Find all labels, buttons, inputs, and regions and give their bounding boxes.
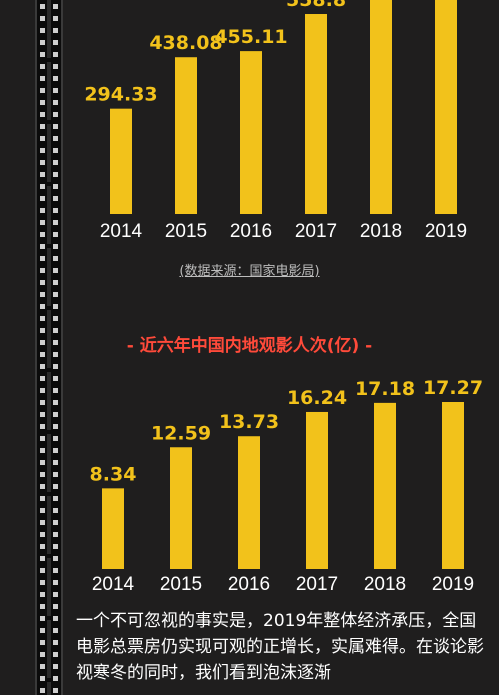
value-label-2017: 16.24 bbox=[287, 387, 347, 409]
bar-2016 bbox=[240, 51, 262, 214]
x-tick-2017: 2017 bbox=[296, 574, 338, 595]
bar-2015 bbox=[170, 447, 192, 569]
x-tick-2014: 2014 bbox=[100, 221, 143, 242]
value-label-2018: 17.18 bbox=[355, 378, 415, 400]
bar-2017 bbox=[306, 411, 328, 569]
x-tick-2017: 2017 bbox=[295, 221, 337, 242]
value-label-2014: 8.34 bbox=[90, 463, 137, 485]
x-tick-2019: 2019 bbox=[432, 574, 474, 595]
bar-2015 bbox=[175, 57, 197, 214]
box-office-bar-chart: 294.33 2014 438.08 2015 455.11 2016 558.8 2017 2… bbox=[84, 0, 467, 242]
value-label-2017: 558.8 bbox=[286, 0, 346, 11]
chart-title-admissions: - 近六年中国内地观影人次(亿) - bbox=[126, 336, 373, 356]
x-tick-2018: 2018 bbox=[364, 574, 406, 595]
bar-2014 bbox=[102, 488, 124, 569]
bar-2019 bbox=[435, 0, 457, 214]
x-tick-2015: 2015 bbox=[165, 221, 207, 242]
body-paragraph: 一个不可忽视的事实是，2019年整体经济承压，全国电影总票房仍实现可观的正增长，… bbox=[76, 611, 484, 683]
admissions-bar-chart: 8.34 2014 12.59 2015 13.73 2016 16.24 2017 17.18… bbox=[90, 377, 484, 595]
x-tick-2016: 2016 bbox=[230, 221, 272, 242]
bar-2016 bbox=[238, 436, 260, 569]
bar-2014 bbox=[110, 108, 132, 214]
x-tick-2014: 2014 bbox=[92, 574, 135, 595]
value-label-2014: 294.33 bbox=[84, 84, 157, 106]
film-strip-decoration bbox=[35, 0, 63, 695]
bar-2019 bbox=[442, 402, 464, 569]
value-label-2019: 17.27 bbox=[423, 377, 483, 399]
x-tick-2015: 2015 bbox=[160, 574, 202, 595]
x-tick-2016: 2016 bbox=[228, 574, 270, 595]
bar-2017 bbox=[305, 14, 327, 214]
data-source-note: (数据来源：国家电影局) bbox=[179, 264, 320, 279]
value-label-2016: 13.73 bbox=[219, 411, 279, 433]
x-tick-2019: 2019 bbox=[425, 221, 467, 242]
bar-2018 bbox=[370, 0, 392, 214]
value-label-2016: 455.11 bbox=[214, 26, 287, 48]
x-tick-2018: 2018 bbox=[360, 221, 402, 242]
bar-2018 bbox=[374, 402, 396, 569]
value-label-2015: 12.59 bbox=[151, 422, 211, 444]
value-label-2015: 438.08 bbox=[149, 32, 222, 54]
